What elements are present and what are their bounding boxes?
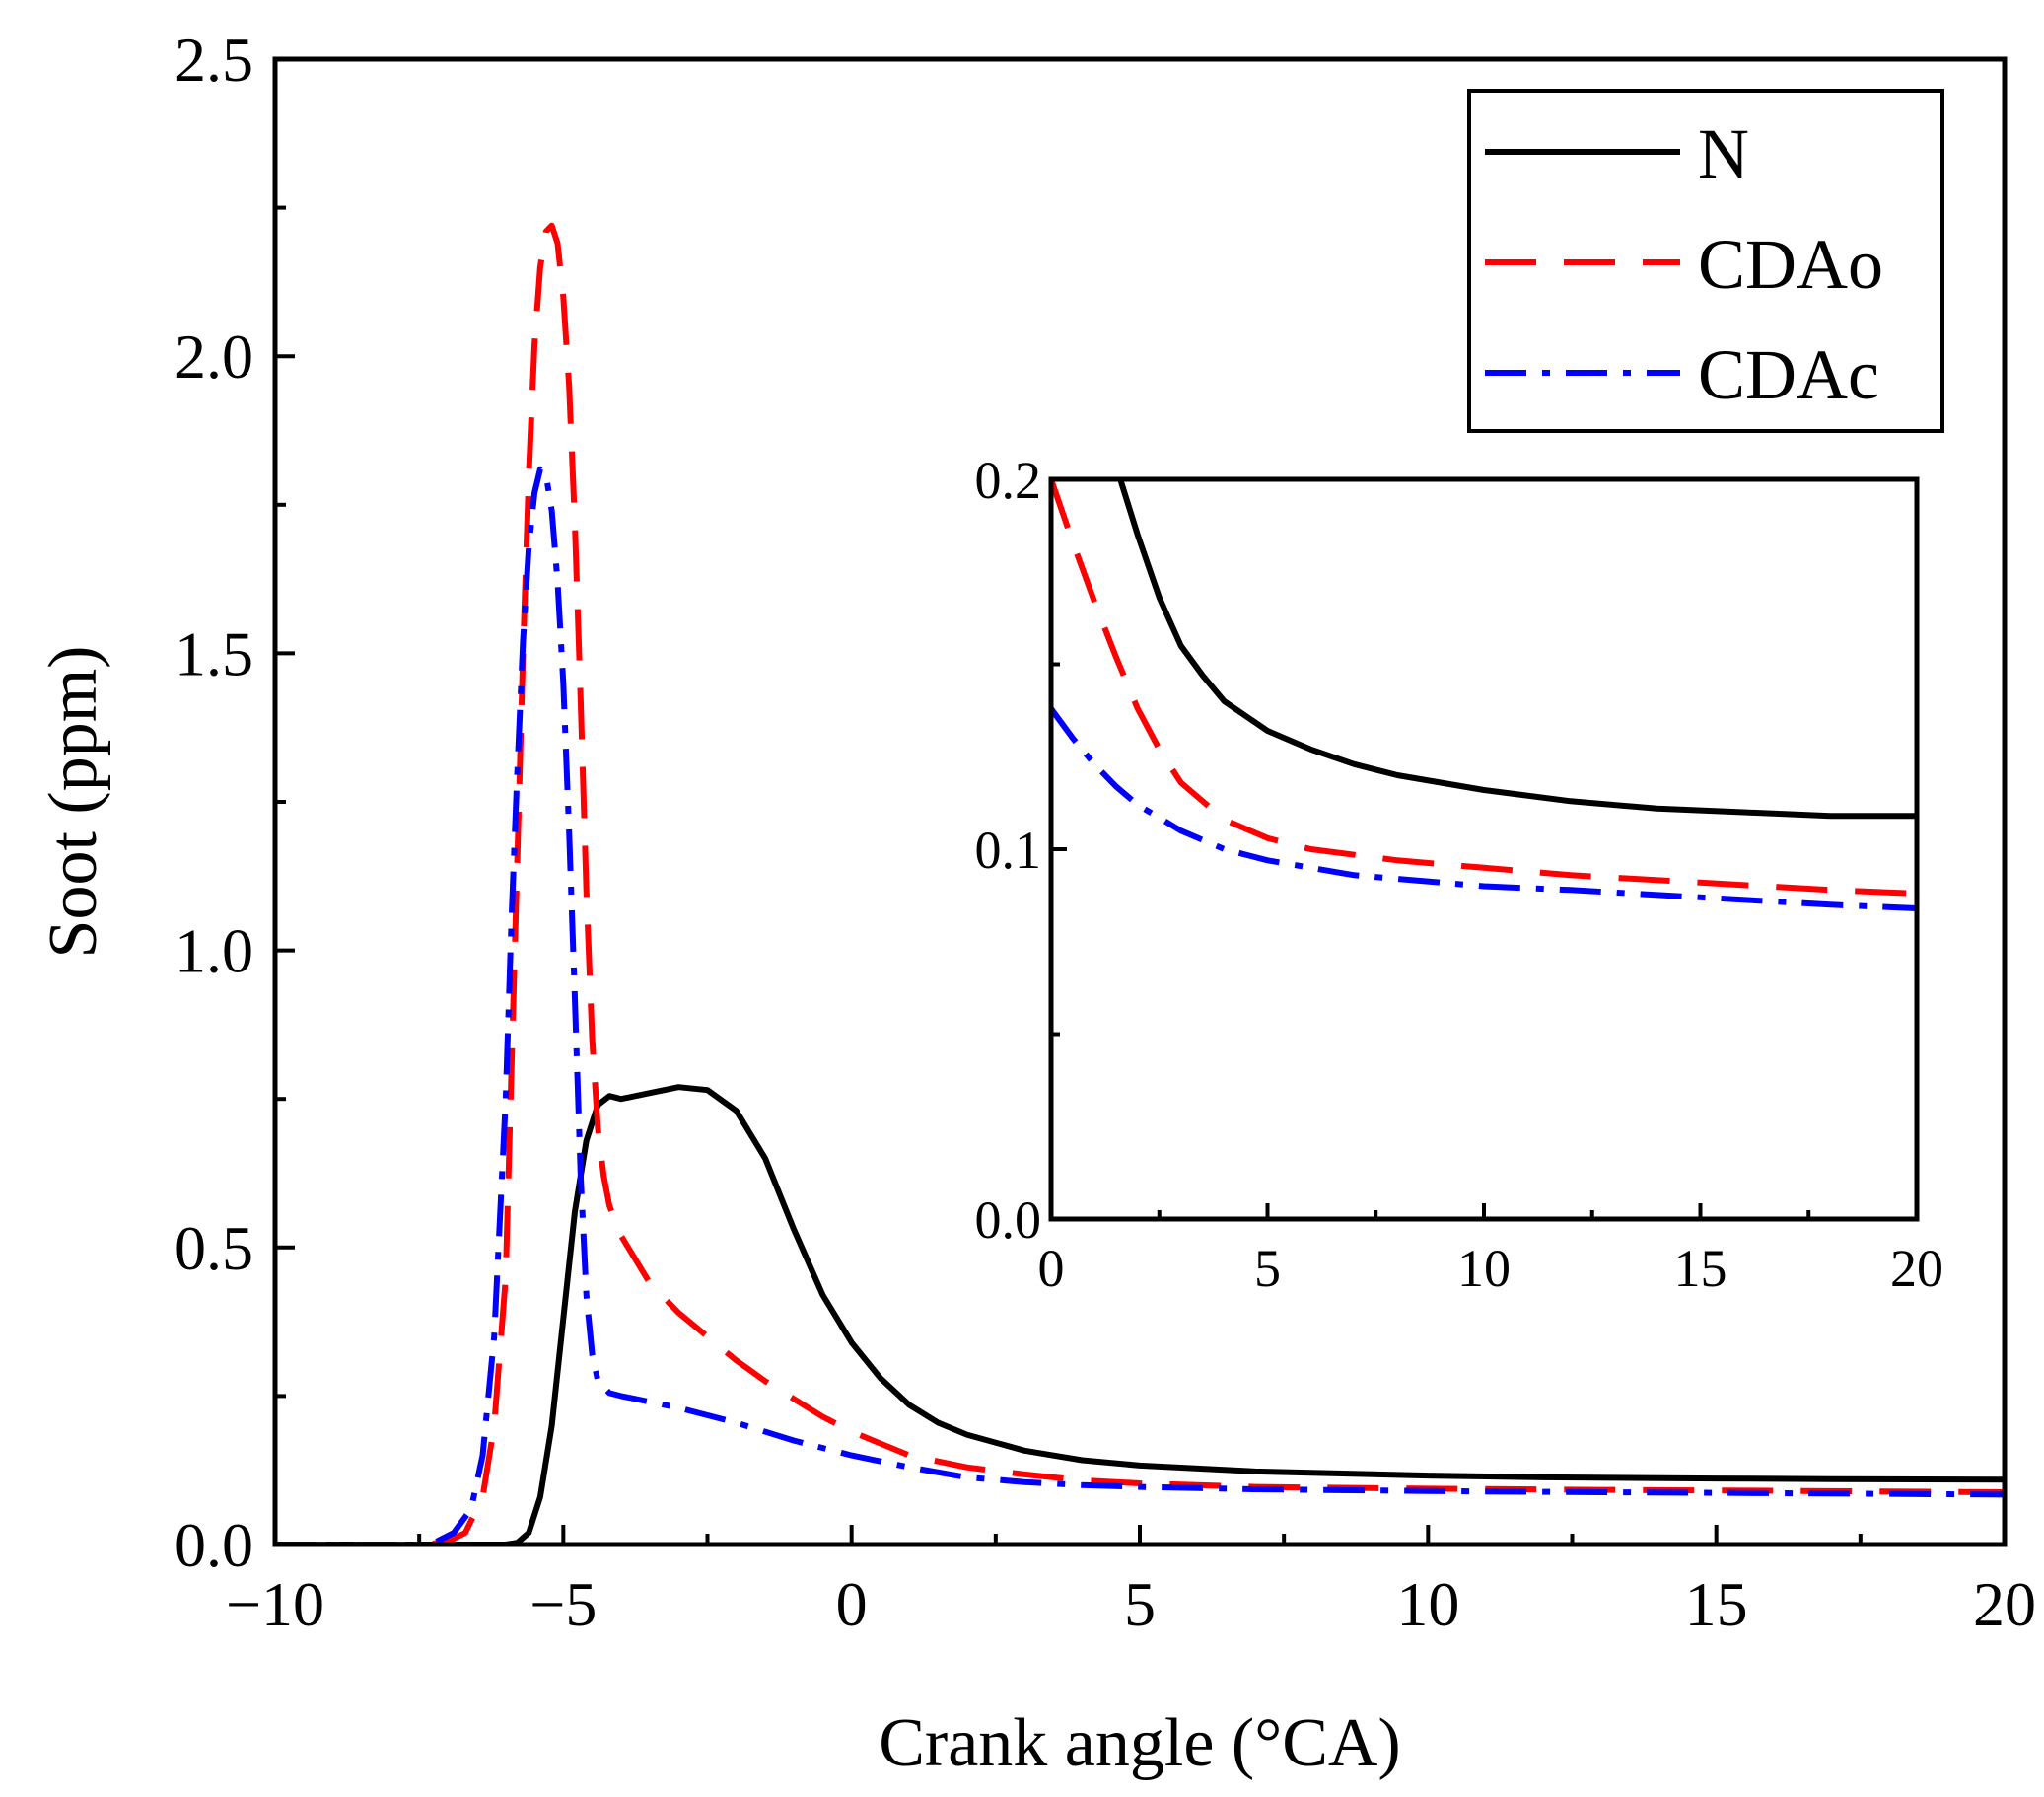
- main-plot: −10 −5 0 5 10 15 20 0.0 0.5 1.0 1.5 2.0 2.5 Crank ang…: [35, 25, 2036, 1781]
- inset-series-line-cdao: [1051, 479, 1917, 897]
- main-x-tick-label: 5: [1124, 1569, 1156, 1639]
- inset-plot: 0 5 10 15 20 0.0 0.1 0.2: [975, 451, 1944, 1298]
- legend-label-cdao: CDAo: [1698, 225, 1883, 304]
- main-y-tick-label: 1.0: [175, 916, 253, 986]
- main-y-tick-label: 2.5: [175, 25, 253, 95]
- main-series-line-cdac: [275, 466, 2005, 1545]
- inset-series-line-n: [1117, 479, 1917, 820]
- inset-series-line-cdac: [1051, 706, 1917, 911]
- inset-x-tick-label: 0: [1038, 1239, 1065, 1298]
- main-x-tick-label: 0: [836, 1569, 868, 1639]
- legend: N CDAo CDAc: [1467, 89, 1944, 433]
- inset-x-tick-label: 10: [1457, 1239, 1511, 1298]
- main-y-tick-label: 0.0: [175, 1510, 253, 1580]
- main-x-tick-label: −10: [226, 1569, 324, 1639]
- legend-label-cdac: CDAc: [1698, 335, 1879, 414]
- inset-y-tick-label: 0.2: [975, 451, 1042, 510]
- inset-y-tick-label: 0.1: [975, 821, 1042, 880]
- inset-background: [1051, 479, 1917, 1219]
- main-x-tick-label: 10: [1396, 1569, 1459, 1639]
- inset-x-tick-label: 20: [1890, 1239, 1943, 1298]
- main-y-tick-label: 0.5: [175, 1213, 253, 1283]
- main-y-tick-label: 1.5: [175, 618, 253, 688]
- inset-x-tick-label: 15: [1674, 1239, 1727, 1298]
- main-x-tick-label: 15: [1685, 1569, 1748, 1639]
- x-axis-title: Crank angle (°CA): [879, 1705, 1401, 1781]
- inset-y-tick-label: 0.0: [975, 1190, 1042, 1250]
- legend-label-n: N: [1698, 114, 1749, 193]
- main-x-tick-label: −5: [529, 1569, 597, 1639]
- main-series-line-n: [275, 1084, 2005, 1545]
- inset-x-tick-label: 5: [1254, 1239, 1281, 1298]
- main-x-tick-label: 20: [1973, 1569, 2036, 1639]
- y-axis-title: Soot (ppm): [35, 646, 111, 959]
- main-series-line-cdao: [275, 222, 2005, 1545]
- main-y-tick-label: 2.0: [175, 322, 253, 392]
